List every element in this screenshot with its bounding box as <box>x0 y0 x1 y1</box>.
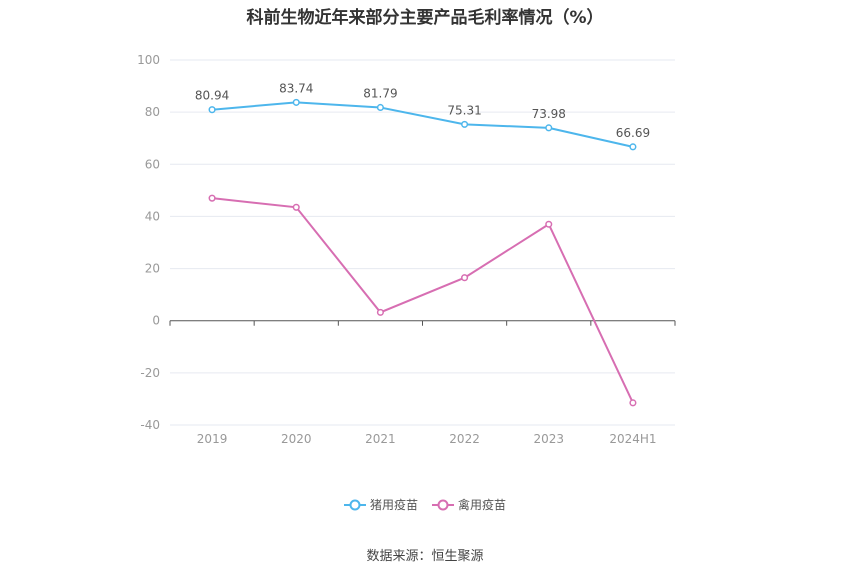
y-axis: 100 80 60 40 20 0 -20 -40 <box>137 53 160 432</box>
x-axis: 2019 2020 2021 2022 2023 2024H1 <box>169 320 676 446</box>
legend-marker-icon <box>432 499 454 510</box>
x-tick-label: 2020 <box>281 432 312 446</box>
data-source: 数据来源：恒生聚源 <box>366 549 484 564</box>
x-tick-label: 2019 <box>197 432 228 446</box>
data-point <box>629 143 637 151</box>
series-line <box>211 101 634 148</box>
data-label: 73.98 <box>532 107 566 121</box>
data-point <box>461 274 469 282</box>
legend-item-poultry-vaccine[interactable]: 禽用疫苗 <box>432 496 506 513</box>
legend-item-pig-vaccine[interactable]: 猪用疫苗 <box>343 496 418 513</box>
x-tick-label: 2023 <box>533 432 564 446</box>
y-tick-label: 0 <box>152 314 160 328</box>
data-point <box>545 124 553 132</box>
y-tick-label: -40 <box>140 418 160 432</box>
legend-label-poultry-vaccine: 禽用疫苗 <box>458 498 507 512</box>
x-tick-label: 2024H1 <box>609 432 656 446</box>
data-label: 66.69 <box>616 126 650 140</box>
data-point <box>208 106 216 114</box>
grid-lines <box>170 59 675 426</box>
data-point <box>208 194 216 202</box>
x-tick-label: 2022 <box>449 432 480 446</box>
data-point <box>292 203 300 211</box>
y-tick-label: -20 <box>140 366 160 380</box>
data-label: 80.94 <box>195 89 229 103</box>
data-point <box>545 220 553 228</box>
data-point <box>376 103 384 112</box>
chart-title: 科前生物近年来部分主要产品毛利率情况（%） <box>246 8 604 28</box>
data-label: 81.79 <box>363 86 397 100</box>
data-label: 83.74 <box>279 81 313 95</box>
data-label: 75.31 <box>447 103 481 117</box>
data-point <box>629 399 637 407</box>
x-tick-label: 2021 <box>365 432 396 446</box>
y-tick-label: 80 <box>145 105 160 119</box>
y-tick-label: 100 <box>137 53 160 67</box>
y-tick-label: 40 <box>145 209 160 223</box>
legend: 猪用疫苗 禽用疫苗 <box>0 496 850 513</box>
legend-label-pig-vaccine: 猪用疫苗 <box>369 498 418 512</box>
y-tick-label: 20 <box>145 262 160 276</box>
data-point <box>461 120 469 128</box>
series-line <box>211 197 634 404</box>
y-tick-label: 60 <box>145 157 160 171</box>
series-layer: 80.94 83.74 81.79 75.31 73.98 66.69 <box>195 81 650 407</box>
data-point <box>292 98 300 106</box>
legend-marker-icon <box>343 499 366 510</box>
data-point <box>376 308 384 316</box>
